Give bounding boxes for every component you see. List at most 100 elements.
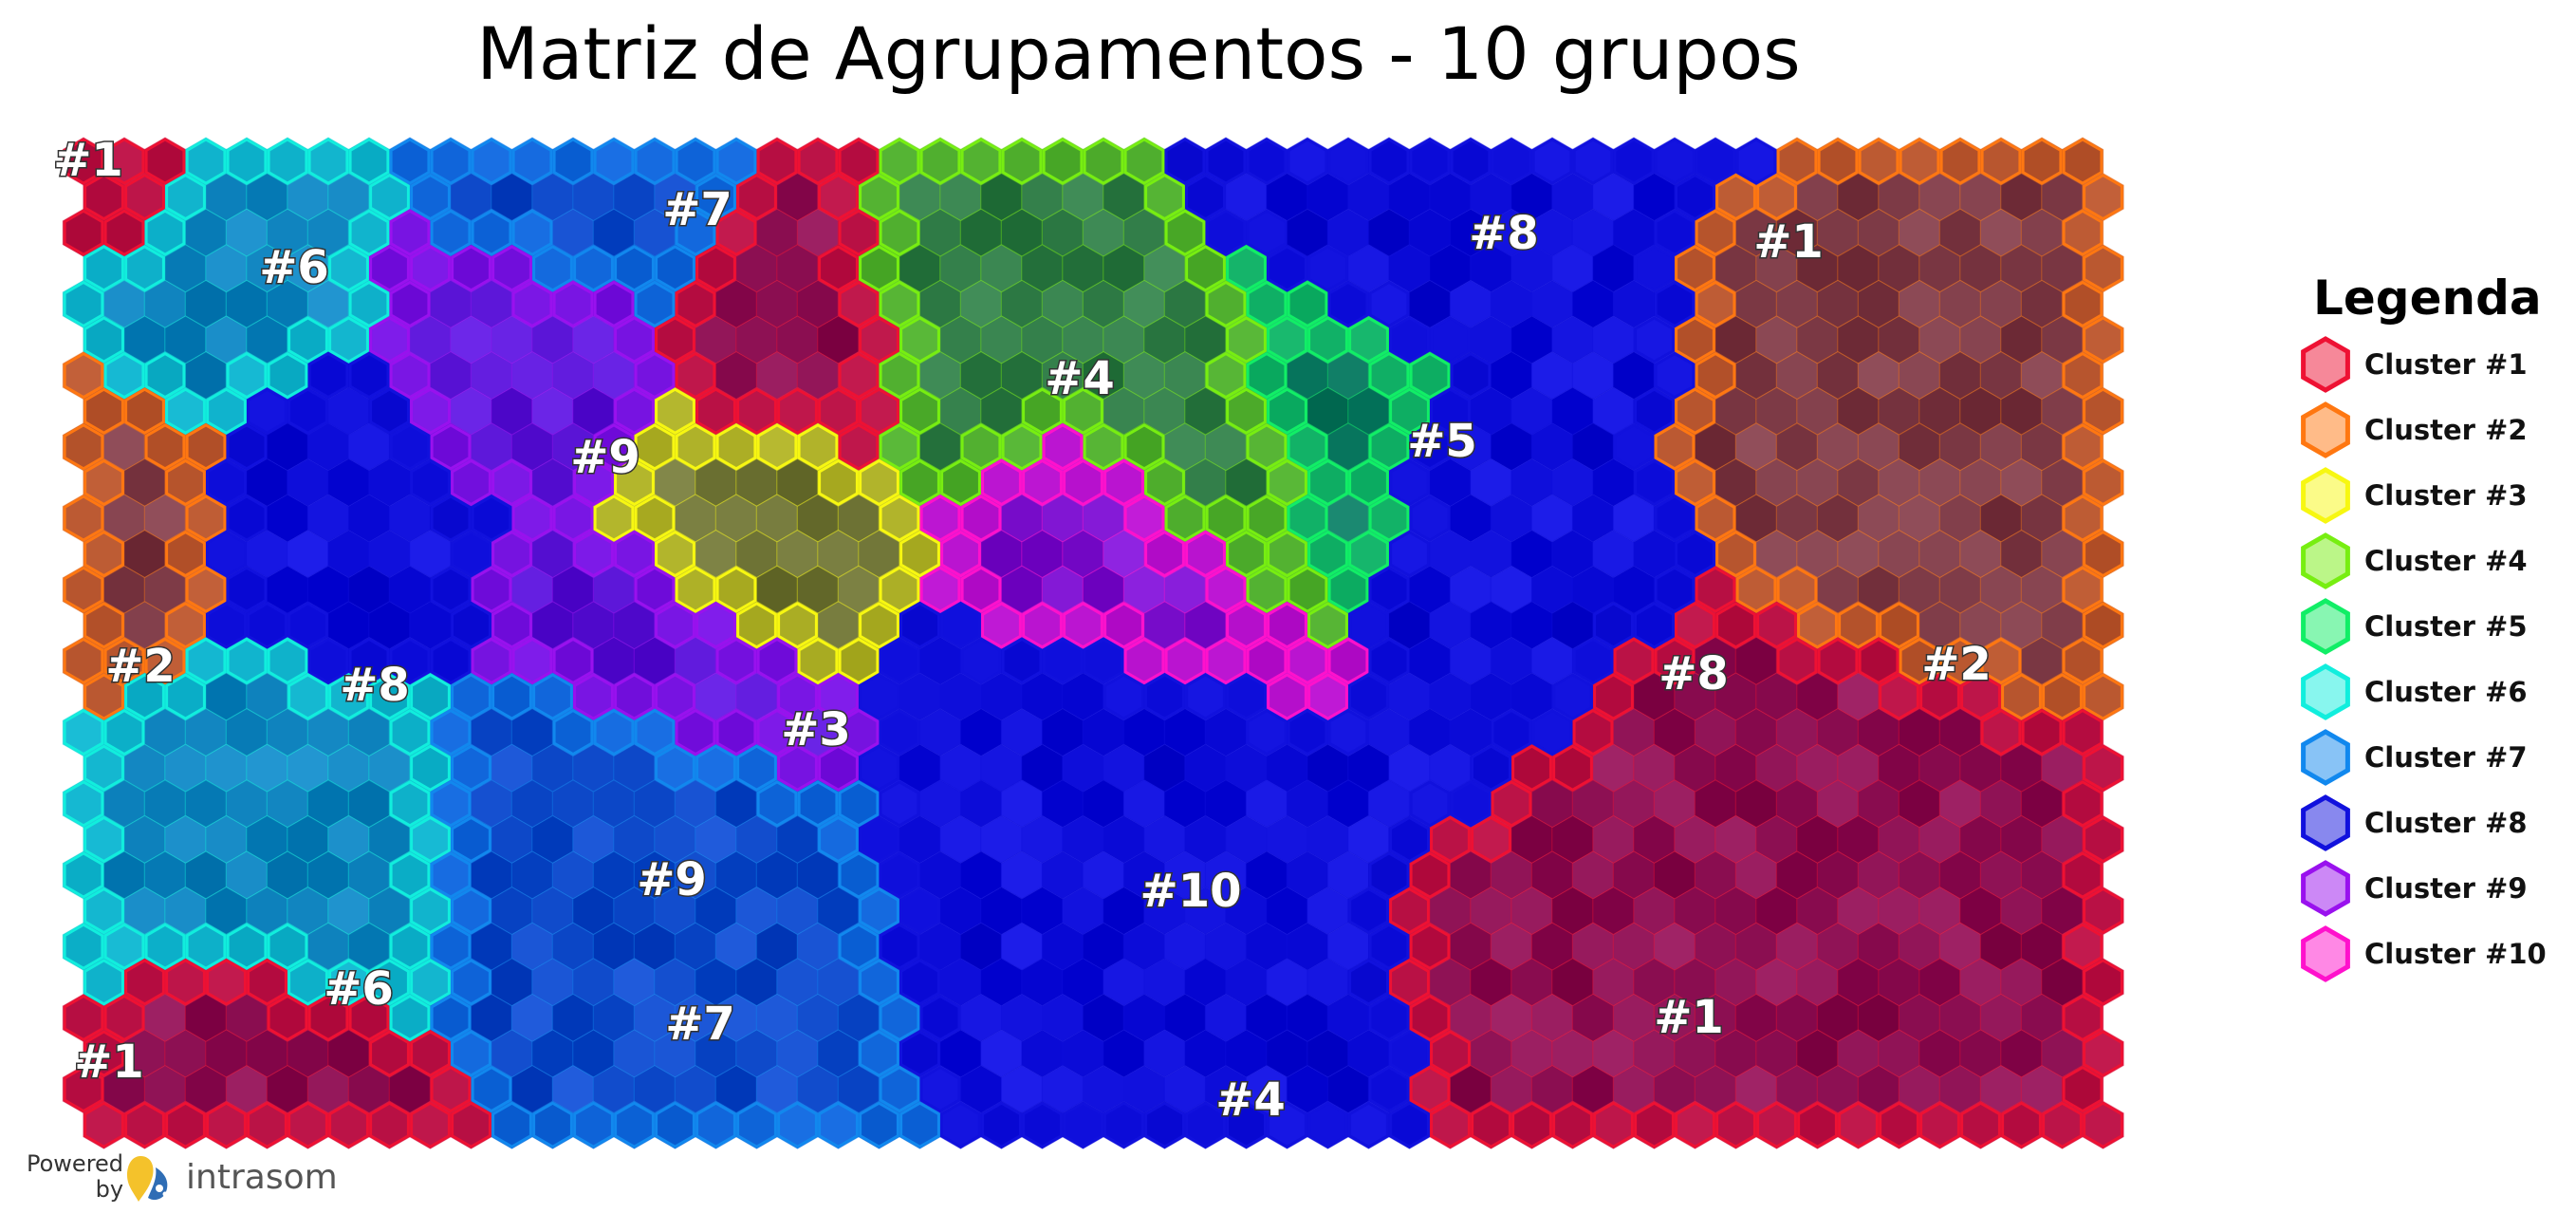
border-cell (838, 708, 880, 756)
border-cell (1123, 495, 1165, 542)
border-cell (1164, 138, 1206, 185)
border-cell (83, 815, 124, 864)
border-cell (144, 637, 186, 685)
hex-cell (2082, 743, 2124, 793)
border-cell (614, 316, 655, 364)
border-cell (1899, 637, 1940, 685)
border-cell (1103, 673, 1144, 720)
border-cell (247, 959, 287, 1006)
border-cell (247, 387, 287, 435)
border-cell (593, 138, 635, 185)
border-cell (1246, 566, 1288, 613)
border-cell (83, 1030, 124, 1077)
border-cell (1409, 923, 1451, 970)
border-cell (63, 209, 104, 256)
border-cell (124, 387, 165, 435)
border-cell (1634, 602, 1675, 649)
border-cell (655, 387, 695, 435)
border-cell (552, 495, 594, 542)
border-cell (715, 423, 757, 471)
border-cell (1491, 780, 1532, 828)
border-cell (328, 959, 369, 1006)
border-cell (451, 815, 491, 864)
border-cell (859, 1101, 899, 1148)
border-cell (1083, 423, 1124, 471)
border-cell (185, 138, 227, 185)
border-cell (1368, 637, 1410, 685)
hex-cell (2082, 529, 2124, 579)
border-cell (1511, 744, 1552, 792)
border-cell (777, 387, 818, 435)
border-cell (1267, 530, 1307, 578)
intrasom-logo-icon (127, 1156, 168, 1202)
border-cell (206, 959, 247, 1006)
border-cell (144, 923, 186, 970)
border-cell (1675, 316, 1715, 364)
border-cell (389, 923, 431, 970)
legend: Legenda Cluster #1 Cluster #2 Cluster #3 Cl… (2296, 271, 2571, 986)
border-cell (491, 673, 532, 720)
legend-title: Legenda (2313, 271, 2542, 326)
border-cell (389, 280, 431, 328)
border-cell (634, 423, 676, 471)
cluster-label: #6 (259, 241, 329, 294)
border-cell (1348, 1101, 1389, 1148)
border-cell (1368, 423, 1410, 471)
border-cell (1409, 351, 1451, 400)
border-cell (389, 423, 431, 471)
border-cell (1083, 138, 1124, 185)
cluster-label: #1 (53, 134, 123, 187)
border-cell (1980, 637, 2022, 685)
border-cell (715, 708, 757, 756)
border-cell (1675, 387, 1715, 435)
border-cell (838, 780, 880, 828)
legend-label: Cluster #10 (2364, 937, 2547, 970)
border-cell (1817, 138, 1859, 185)
border-cell (614, 245, 655, 292)
legend-item: Cluster #2 (2296, 397, 2571, 462)
border-cell (1022, 387, 1063, 435)
border-cell (1797, 1101, 1838, 1148)
legend-item: Cluster #7 (2296, 724, 2571, 790)
powered-by-text: Powered by (27, 1151, 123, 1203)
border-cell (736, 1101, 777, 1148)
border-cell (471, 1065, 512, 1113)
border-cell (1327, 138, 1369, 185)
border-cell (777, 673, 818, 720)
border-cell (879, 923, 920, 970)
border-cell (389, 780, 431, 828)
border-cell (859, 173, 899, 221)
legend-swatch-icon (2301, 924, 2350, 982)
border-cell (1307, 602, 1348, 649)
border-cell (2021, 138, 2063, 185)
border-cell (1348, 458, 1389, 507)
border-cell (919, 495, 961, 542)
border-cell (756, 708, 798, 756)
border-cell (1776, 138, 1818, 185)
legend-swatch-icon (2301, 728, 2350, 786)
border-cell (430, 923, 472, 970)
cluster-label: #7 (665, 998, 735, 1051)
border-cell (1368, 994, 1410, 1042)
border-cell (369, 673, 410, 720)
border-cell (899, 1030, 940, 1077)
border-cell (287, 387, 328, 435)
hex-cell (2082, 386, 2124, 436)
border-cell (879, 851, 920, 899)
border-cell (695, 602, 736, 649)
border-cell (165, 959, 206, 1006)
border-cell (1675, 530, 1715, 578)
border-cell (63, 780, 104, 828)
border-cell (1348, 530, 1389, 578)
border-cell (410, 1030, 451, 1077)
border-cell (1960, 673, 2001, 720)
border-cell (879, 351, 920, 400)
border-cell (1654, 351, 1696, 400)
border-cell (348, 637, 390, 685)
border-cell (1756, 173, 1797, 221)
border-cell (1939, 637, 1981, 685)
border-cell (1063, 1101, 1103, 1148)
border-cell (1715, 530, 1756, 578)
cluster-labels: #1 #1 #1 #1 #2 #2 #3 #4 #4 #5 #6 #6 #7 #7 #8 #8 #8 #9 #9 #1… (52, 133, 1993, 1129)
border-cell (1634, 316, 1675, 364)
